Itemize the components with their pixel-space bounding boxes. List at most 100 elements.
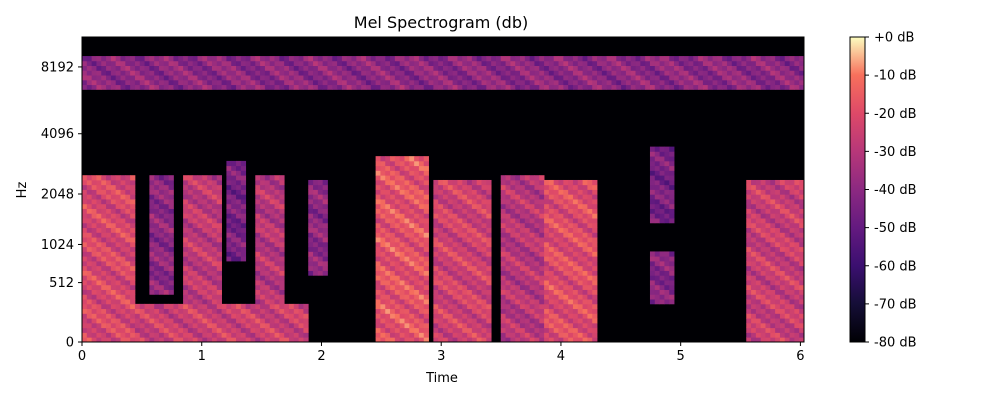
- heatmap-cell: [168, 60, 174, 66]
- heatmap-cell: [698, 70, 704, 76]
- heatmap-cell: [582, 179, 588, 186]
- heatmap-cell: [264, 256, 271, 262]
- heatmap-cell: [298, 308, 304, 314]
- heatmap-cell: [659, 203, 665, 209]
- heatmap-cell: [202, 299, 208, 305]
- heatmap-cell: [577, 56, 583, 62]
- heatmap-cell: [510, 208, 516, 214]
- heatmap-cell: [500, 199, 506, 205]
- heatmap-cell: [240, 218, 247, 224]
- heatmap-cell: [553, 65, 559, 71]
- heatmap-cell: [125, 70, 131, 76]
- x-axis-label: Time: [425, 371, 458, 386]
- heatmap-cell: [471, 313, 478, 319]
- heatmap-cell: [192, 60, 198, 66]
- heatmap-cell: [539, 199, 545, 205]
- heatmap-cell: [587, 184, 593, 190]
- heatmap-cell: [515, 289, 521, 295]
- heatmap-cell: [149, 322, 155, 329]
- heatmap-cell: [510, 327, 516, 333]
- heatmap-cell: [481, 270, 487, 276]
- heatmap-cell: [313, 222, 319, 229]
- heatmap-cell: [731, 75, 738, 81]
- heatmap-cell: [558, 256, 564, 262]
- heatmap-cell: [548, 65, 555, 71]
- heatmap-cell: [211, 65, 218, 71]
- heatmap-cell: [110, 199, 117, 205]
- heatmap-cell: [664, 160, 670, 167]
- heatmap-cell: [486, 313, 492, 319]
- heatmap-cell: [433, 84, 439, 90]
- heatmap-cell: [308, 60, 314, 66]
- heatmap-cell: [572, 332, 579, 338]
- heatmap-cell: [82, 237, 88, 243]
- heatmap-cell: [775, 322, 781, 329]
- heatmap-cell: [168, 256, 174, 262]
- heatmap-cell: [707, 79, 713, 86]
- heatmap-cell: [751, 79, 757, 86]
- heatmap-cell: [240, 222, 247, 229]
- heatmap-cell: [380, 179, 386, 186]
- heatmap-cell: [505, 284, 511, 290]
- heatmap-cell: [346, 70, 352, 76]
- heatmap-cell: [784, 184, 790, 190]
- heatmap-cell: [505, 203, 511, 209]
- heatmap-cell: [794, 56, 800, 62]
- heatmap-cell: [163, 308, 170, 314]
- heatmap-cell: [654, 151, 660, 157]
- heatmap-cell: [110, 246, 117, 252]
- heatmap-cell: [390, 265, 396, 271]
- heatmap-cell: [86, 241, 93, 248]
- heatmap-cell: [187, 313, 194, 319]
- heatmap-cell: [548, 222, 555, 229]
- heatmap-cell: [260, 256, 266, 262]
- heatmap-cell: [418, 294, 425, 300]
- heatmap-cell: [418, 260, 425, 267]
- heatmap-cell: [799, 56, 804, 62]
- heatmap-cell: [255, 337, 261, 342]
- heatmap-cell: [380, 184, 386, 190]
- heatmap-cell: [568, 313, 574, 319]
- heatmap-cell: [563, 75, 569, 81]
- heatmap-cell: [741, 56, 747, 62]
- heatmap-cell: [500, 208, 506, 214]
- heatmap-cell: [293, 308, 299, 314]
- heatmap-cell: [558, 65, 564, 71]
- heatmap-cell: [491, 56, 497, 62]
- heatmap-cell: [635, 75, 641, 81]
- heatmap-cell: [168, 260, 174, 267]
- heatmap-cell: [96, 270, 102, 276]
- heatmap-cell: [467, 56, 473, 62]
- heatmap-cell: [548, 227, 555, 233]
- heatmap-cell: [515, 199, 521, 205]
- heatmap-cell: [274, 189, 280, 195]
- heatmap-cell: [250, 65, 256, 71]
- heatmap-cell: [548, 337, 555, 342]
- heatmap-cell: [82, 184, 88, 190]
- heatmap-cell: [226, 208, 232, 214]
- heatmap-cell: [134, 318, 141, 324]
- heatmap-cell: [799, 203, 804, 209]
- heatmap-cell: [548, 332, 555, 338]
- heatmap-cell: [452, 299, 458, 305]
- heatmap-cell: [635, 56, 641, 62]
- heatmap-cell: [240, 256, 247, 262]
- heatmap-cell: [168, 203, 174, 209]
- heatmap-cell: [669, 280, 675, 286]
- heatmap-cell: [534, 289, 540, 295]
- heatmap-cell: [520, 232, 526, 238]
- heatmap-cell: [529, 327, 535, 333]
- heatmap-cell: [755, 294, 762, 300]
- heatmap-cell: [202, 327, 208, 333]
- heatmap-cell: [236, 256, 242, 262]
- heatmap-cell: [481, 70, 487, 76]
- heatmap-cell: [375, 241, 381, 248]
- heatmap-cell: [159, 313, 165, 319]
- heatmap-cell: [529, 84, 535, 90]
- heatmap-cell: [755, 299, 762, 305]
- heatmap-cell: [226, 227, 232, 233]
- heatmap-cell: [120, 265, 126, 271]
- heatmap-cell: [765, 251, 771, 257]
- heatmap-cell: [462, 318, 468, 324]
- heatmap-cell: [568, 75, 574, 81]
